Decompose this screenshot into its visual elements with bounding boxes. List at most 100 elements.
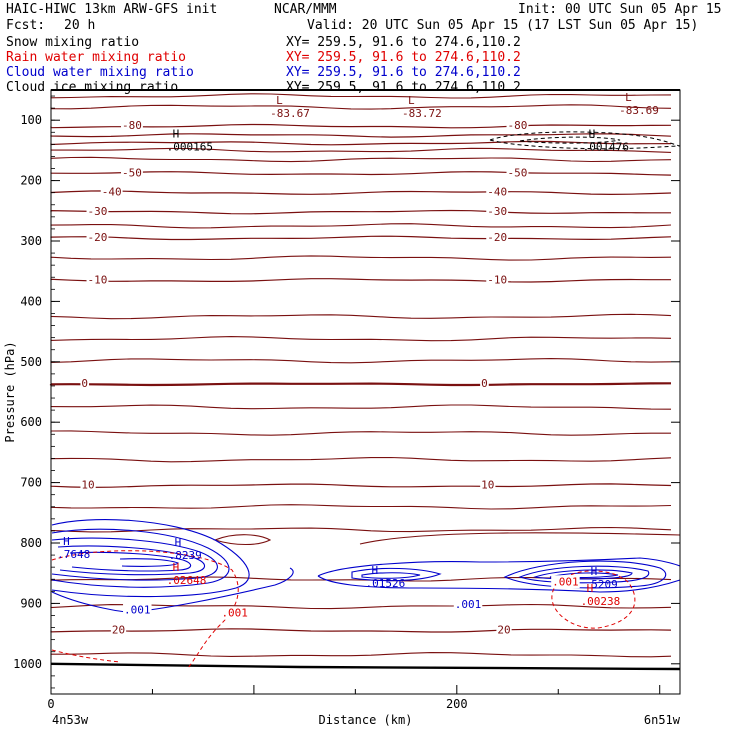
temperature-contour [50,430,671,436]
cloud-water-contour [317,557,681,577]
extremum-mark: H [173,561,180,574]
temperature-label-bg [80,377,90,391]
y-tick-label: 400 [20,294,42,308]
temperature-contour [50,255,672,261]
y-tick-label: 500 [20,355,42,369]
contour-value-label: .001 [552,575,579,588]
contour-value-label: .001 [455,598,482,611]
temperature-contours [49,89,681,671]
legend-cloud-water-xy: XY= 259.5, 91.6 to 274.6,110.2 [286,65,521,80]
extremum-mark: H [63,535,70,548]
forecast-hours: 20 h [64,18,96,33]
extremum-mark: H [372,564,379,577]
extremum-value: .8239 [169,549,202,562]
plot-frame [50,89,681,695]
forecast-label: Fcst: [6,18,46,33]
temperature-label-bg [110,623,127,637]
temperature-contour [50,104,672,110]
organization-label: NCAR/MMM [274,2,337,17]
cloud-ice-contour [489,131,681,147]
x-end-label: 6n51w [644,713,681,727]
temperature-label: 20 [112,624,125,637]
rain-water-contours [51,550,636,669]
extremum-mark: H [175,536,182,549]
x-tick-label: 200 [446,697,468,711]
legend-rain-xy: XY= 259.5, 91.6 to 274.6,110.2 [286,50,521,65]
temperature-contour [50,313,672,320]
x-tick-label: 0 [47,697,54,711]
extremum-value: .02648 [167,574,207,587]
temperature-contour [50,652,672,658]
cloud-water-contour [119,558,179,567]
cloud-ice-contour [519,136,621,144]
rain-water-contour [551,570,636,629]
temperature-label: 10 [481,479,494,492]
temperature-label-bg [86,273,109,287]
temperature-label-bg [80,478,96,492]
contour-value-label-bg [123,603,152,617]
temperature-contour [50,156,672,163]
temperature-contour [50,358,672,364]
temperature-label: -20 [88,231,108,244]
extremum-mark: H [591,565,598,578]
extremum-value: -83.72 [402,107,442,120]
temperature-label-bg [121,119,143,133]
cloud-water-contour [51,537,218,581]
y-tick-label: 800 [20,536,42,550]
x-axis-label: Distance (km) [319,713,413,727]
temperature-label: -50 [122,166,142,179]
temperature-label-bg [121,166,143,180]
temperature-contour [50,140,672,146]
temperature-label-bg [506,166,529,180]
extremum-mark: H [589,127,596,140]
temperature-label: -80 [122,119,142,132]
extremum-value: .001476 [583,140,629,153]
temperature-label: -20 [487,231,507,244]
y-tick-label: 300 [20,234,42,248]
temperature-contour [50,93,672,99]
cloud-water-contour [317,575,681,593]
temperature-label: -30 [487,205,507,218]
temperature-contour [50,278,671,283]
temperature-label: -80 [508,119,528,132]
temperature-contour [50,171,672,176]
extremum-value: .000165 [167,140,213,153]
temperature-label: 10 [81,479,94,492]
temperature-label-bg [486,273,509,287]
cloud-water-contour [51,528,230,588]
extremum-mark: L [625,91,632,104]
temperature-contour [50,504,672,510]
temperature-contour [50,147,672,153]
extremum-value: -83.69 [619,104,659,117]
plot-title: HAIC-HIWC 13km ARW-GFS init [6,2,218,17]
legend-snow-xy: XY= 259.5, 91.6 to 274.6,110.2 [286,35,521,50]
temperature-contour [50,628,672,633]
extremum-mark: H [587,582,594,595]
temperature-label-bg [486,185,509,199]
cloud-water-contour [351,567,442,582]
cloud-water-contour [51,518,250,598]
contour-value-label-bg [453,598,483,612]
y-tick-label: 700 [20,476,42,490]
temperature-label-bg [86,230,109,244]
x-start-label: 4n53w [52,713,89,727]
contour-labels: -80 -80-50 -50-40 -40-30 -30-20 -20-10 -100 010… [57,91,659,637]
cloud-ice-contours [489,131,681,150]
temperature-label-bg [486,205,509,219]
init-time: Init: 00 UTC Sun 05 Apr 15 [518,2,722,17]
temperature-contour [50,483,672,489]
temperature-label: -40 [487,186,507,199]
y-tick-label: 100 [20,113,42,127]
temperature-contour [49,382,672,387]
temperature-contour [359,532,681,545]
temperature-label-bg [486,230,509,244]
y-tick-label: 200 [20,174,42,188]
legend-cloud-water-name: Cloud water mixing ratio [6,65,194,80]
y-tick-label: 900 [20,596,42,610]
temperature-label: 0 [81,377,88,390]
extremum-mark: L [276,94,283,107]
contour-value-label: .001 [124,604,151,617]
temperature-contour [50,235,672,241]
